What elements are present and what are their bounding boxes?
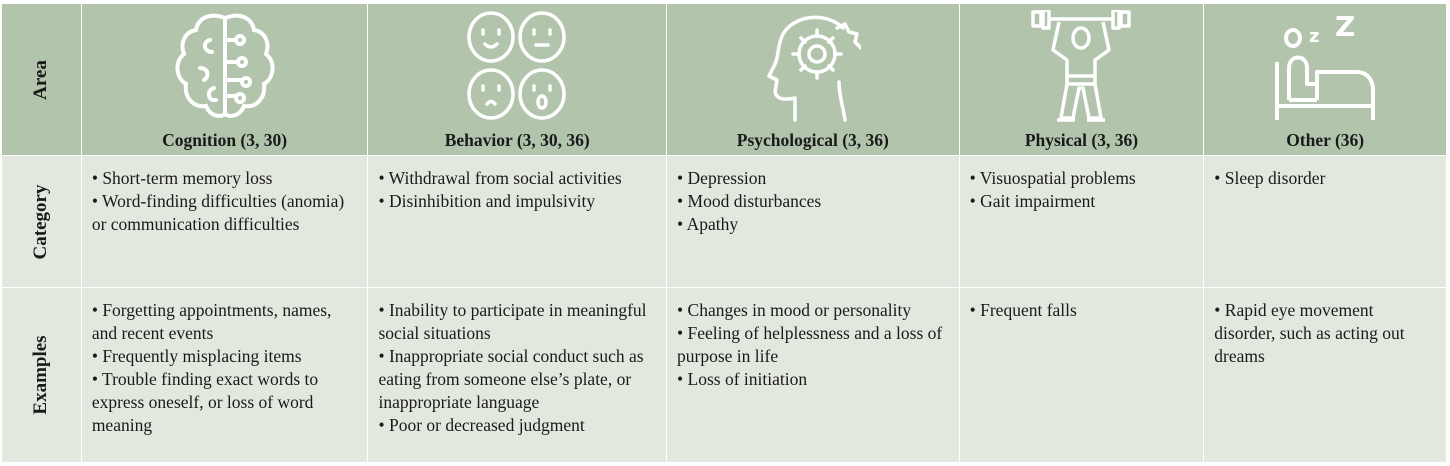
header-behavior: Behavior (3, 30, 36) <box>367 3 668 156</box>
svg-text:Z: Z <box>1335 10 1355 43</box>
area-row: Area Cognition (3, 30) Behavior (3, 30, … <box>1 3 1447 156</box>
header-psychological: Psychological (3, 36) <box>666 3 960 156</box>
header-physical: Physical (3, 36) <box>958 3 1205 156</box>
row-label-category: Category <box>1 155 82 288</box>
examples-cell: • Inability to participate in meaningful… <box>367 287 668 463</box>
sleep-bed-icon: z Z <box>1275 10 1376 120</box>
examples-cell: • Changes in mood or personality • Feelin… <box>666 287 960 463</box>
svg-text:z: z <box>1309 26 1319 47</box>
category-row: Category • Short-term memory loss • Word-… <box>1 155 1447 288</box>
header-cognition: Cognition (3, 30) <box>80 3 369 156</box>
category-cell: • Sleep disorder <box>1203 155 1447 288</box>
dementia-symptoms-table: Area Cognition (3, 30) Behavior (3, 30, … <box>1 3 1447 463</box>
faces-icon <box>467 11 566 120</box>
category-cell: • Withdrawal from social activities • Dis… <box>367 155 668 288</box>
examples-cell: • Forgetting appointments, names, and re… <box>80 287 369 463</box>
examples-cell: • Frequent falls <box>958 287 1205 463</box>
examples-cell: • Rapid eye movement disorder, such as a… <box>1203 287 1447 463</box>
row-label-examples: Examples <box>1 287 82 463</box>
brain-circuit-icon <box>175 13 275 118</box>
category-cell: • Depression • Mood disturbances • Apathy <box>666 155 960 288</box>
examples-row: Examples • Forgetting appointments, name… <box>1 287 1447 463</box>
weightlifter-icon <box>1031 10 1132 122</box>
head-gear-icon <box>767 15 861 122</box>
row-label-area: Area <box>1 3 82 156</box>
category-cell: • Visuospatial problems • Gait impairment <box>958 155 1205 288</box>
category-cell: • Short-term memory loss • Word-finding d… <box>80 155 369 288</box>
header-other: z Z Other (36) <box>1203 3 1447 156</box>
